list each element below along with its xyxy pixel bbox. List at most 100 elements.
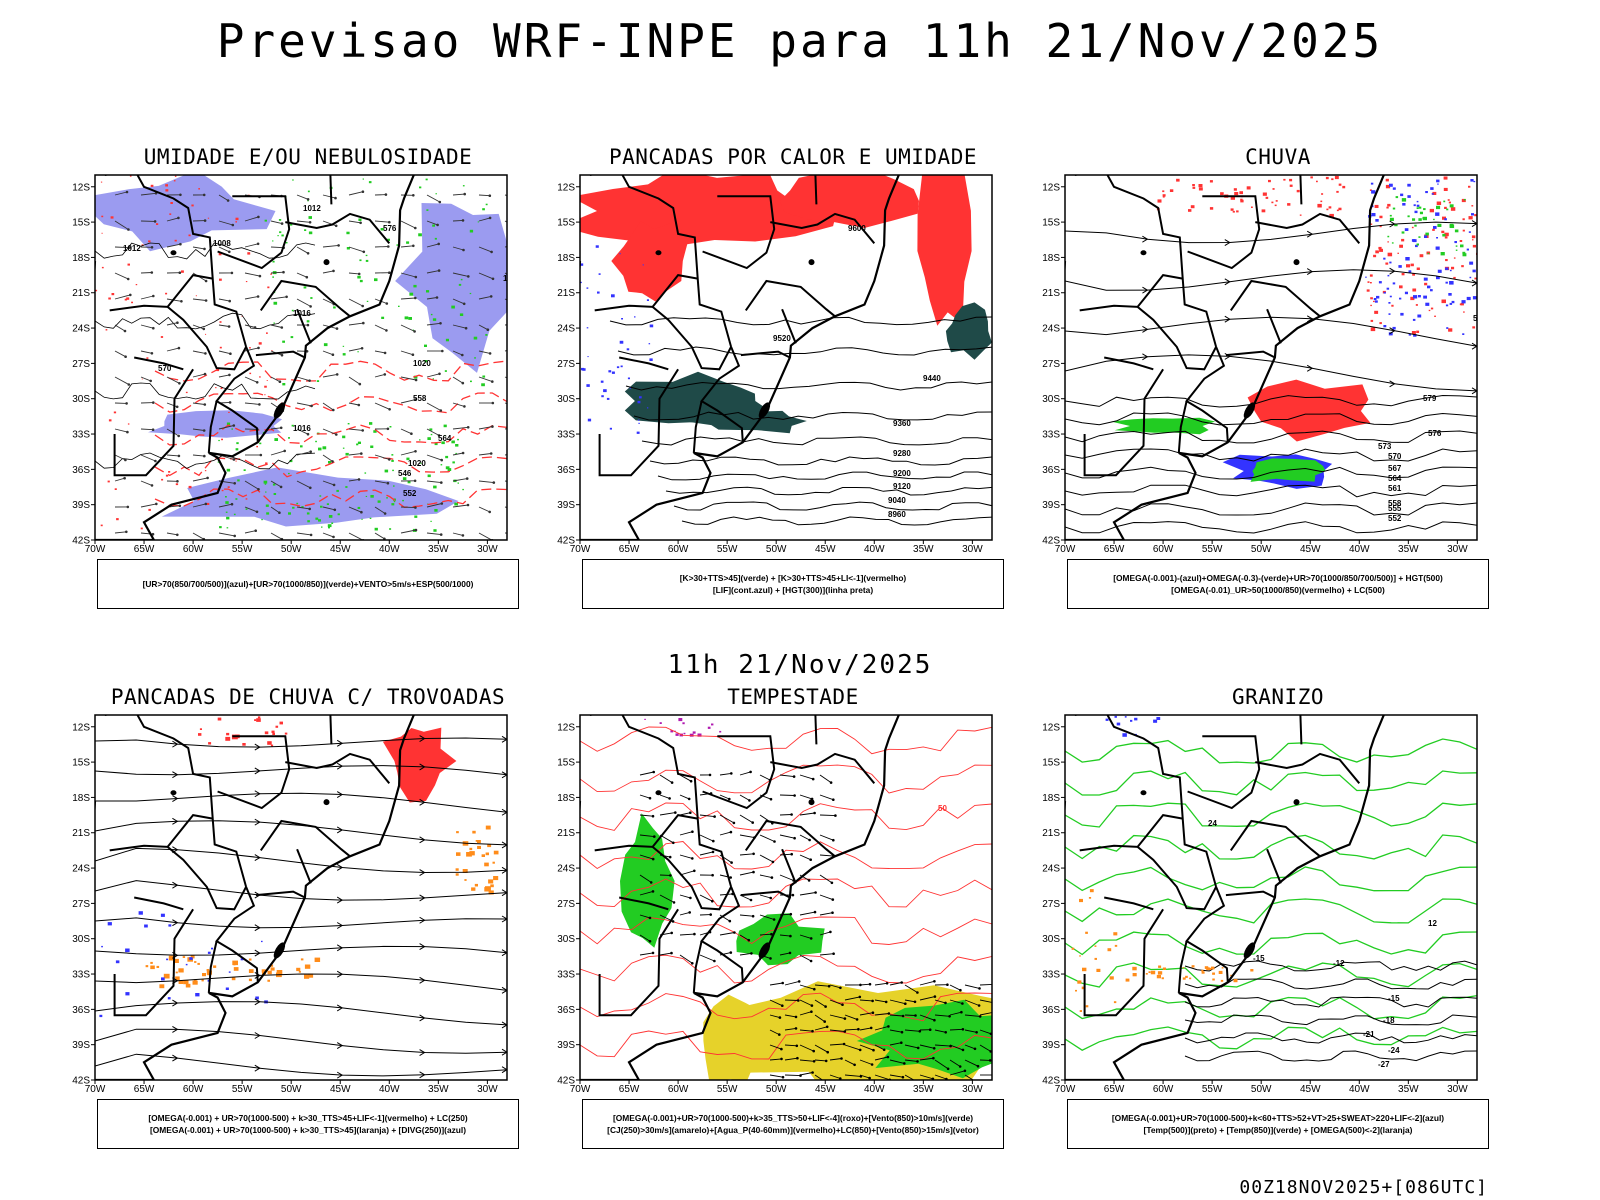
rain-red-area — [1247, 379, 1371, 442]
map-chuva[interactable]: 58257957657357056756456155855555212S15S1… — [1033, 171, 1523, 571]
wind-vector-head — [853, 1063, 856, 1067]
streamline — [95, 973, 507, 991]
pw-red-contour — [580, 726, 992, 755]
rain-red-area — [1432, 191, 1437, 195]
humidity-green-contour — [451, 440, 455, 444]
humidity-green-contour — [307, 520, 310, 523]
wind-vector-head — [464, 326, 468, 330]
lat-label: 12S — [1042, 182, 1060, 193]
wind-vector — [779, 814, 792, 816]
pressure-contour — [95, 242, 316, 260]
wind-vector — [322, 454, 333, 462]
streamline-arrow — [172, 740, 179, 748]
rain-red-area — [1176, 178, 1180, 182]
wind-vector-head — [708, 773, 712, 777]
humidity-green-contour — [301, 506, 304, 508]
humidity-green-contour — [434, 509, 438, 512]
political-border — [814, 715, 818, 745]
streamline-arrow — [501, 1066, 507, 1074]
storm-orange-area — [163, 973, 170, 979]
wind-vector — [934, 1044, 951, 1047]
lif-contour — [646, 299, 649, 301]
wind-vector — [739, 871, 754, 876]
wind-vector — [114, 350, 126, 358]
thickness-contour — [154, 392, 507, 414]
humidity-area-blue — [395, 203, 507, 373]
storm-orange-area — [145, 965, 149, 968]
wind-vector-head — [125, 190, 129, 194]
wind-vector-head — [257, 488, 260, 491]
legend-line: [CJ(250)>30m/s](amarelo)+[Agua_P(40-60mm… — [607, 1125, 979, 1135]
wind-vector — [769, 982, 783, 986]
political-border — [1074, 715, 1218, 888]
wind-vector — [296, 480, 311, 489]
omega-orange — [1125, 978, 1130, 982]
wind-vector-head — [440, 502, 444, 505]
lif-contour — [582, 368, 586, 371]
wind-vector-head — [204, 279, 208, 283]
political-border — [207, 400, 218, 453]
purple-area — [707, 726, 711, 729]
humidity-green-contour — [347, 423, 350, 425]
lif-contour — [639, 396, 642, 399]
political-border — [1177, 400, 1188, 453]
wind-vector-head — [228, 299, 231, 303]
streamline-arrow — [419, 943, 426, 951]
rain-green-area — [1392, 207, 1396, 210]
rain-blue-area — [1404, 291, 1408, 295]
wind-vector-head — [651, 857, 655, 861]
storm-orange-area — [201, 979, 204, 982]
wind-vector — [829, 1043, 845, 1046]
wind-vector — [218, 298, 230, 302]
lon-label: 60W — [668, 544, 689, 555]
map-granizo[interactable]: -12-15-18-21-24-271224-1512S15S18S21S24S… — [1033, 711, 1523, 1111]
rain-red-area — [1386, 206, 1389, 209]
streamline — [95, 820, 507, 846]
wind-vector-head — [491, 425, 494, 428]
wind-vector — [374, 506, 386, 514]
wind-vector-head — [963, 1069, 967, 1073]
wind-vector-head — [435, 296, 439, 299]
wind-vector — [949, 1028, 963, 1031]
humidity-green-contour — [323, 343, 328, 347]
contour-label: -15 — [1388, 994, 1400, 1003]
humidity-green-contour — [327, 524, 332, 528]
hgt500-contour — [1065, 430, 1477, 444]
wind-vector-head — [255, 510, 259, 514]
omega-orange — [1085, 931, 1088, 934]
panel-pancadas-calor: PANCADAS POR CALOR E UMIDADE 9600 9520 944… — [548, 145, 1038, 645]
lon-label: 55W — [1202, 1084, 1223, 1095]
wind-vector-head — [648, 940, 652, 943]
rain-blue-area — [1468, 231, 1471, 233]
rain-green-area — [1391, 242, 1394, 244]
rain-red-area — [1331, 178, 1334, 181]
wind-vector — [739, 914, 754, 917]
wind-vector — [759, 933, 772, 936]
political-border — [598, 908, 679, 1017]
storm-orange-area — [492, 861, 495, 864]
legend-line: [OMEGA(-0.001) + UR>70(1000-500) + k>30_… — [149, 1125, 467, 1135]
rain-blue-area — [1436, 276, 1440, 280]
lif-contour — [626, 348, 630, 351]
map-pancadas-calor[interactable]: 96009520944093609280920091209040896012S1… — [548, 171, 1038, 571]
wind-vector — [934, 999, 946, 1004]
map-umidade[interactable]: 1012100810121016102010161020101656455855… — [63, 171, 553, 571]
wind-vector — [348, 246, 364, 253]
wind-vector-head — [462, 302, 466, 306]
wind-vector-head — [439, 409, 443, 412]
wind-vector — [739, 952, 752, 956]
rain-red-area — [1459, 240, 1463, 242]
wind-vector — [296, 246, 309, 254]
wind-vector — [322, 350, 334, 356]
rain-red-area — [1370, 282, 1372, 284]
rain-blue-area — [1472, 269, 1476, 273]
panel-title: GRANIZO — [1231, 685, 1324, 709]
lat-label: 36S — [1042, 1005, 1060, 1016]
storm-orange-area — [231, 977, 236, 981]
political-border — [1104, 356, 1154, 371]
wind-vector — [964, 999, 980, 1006]
wind-vector — [799, 892, 816, 896]
